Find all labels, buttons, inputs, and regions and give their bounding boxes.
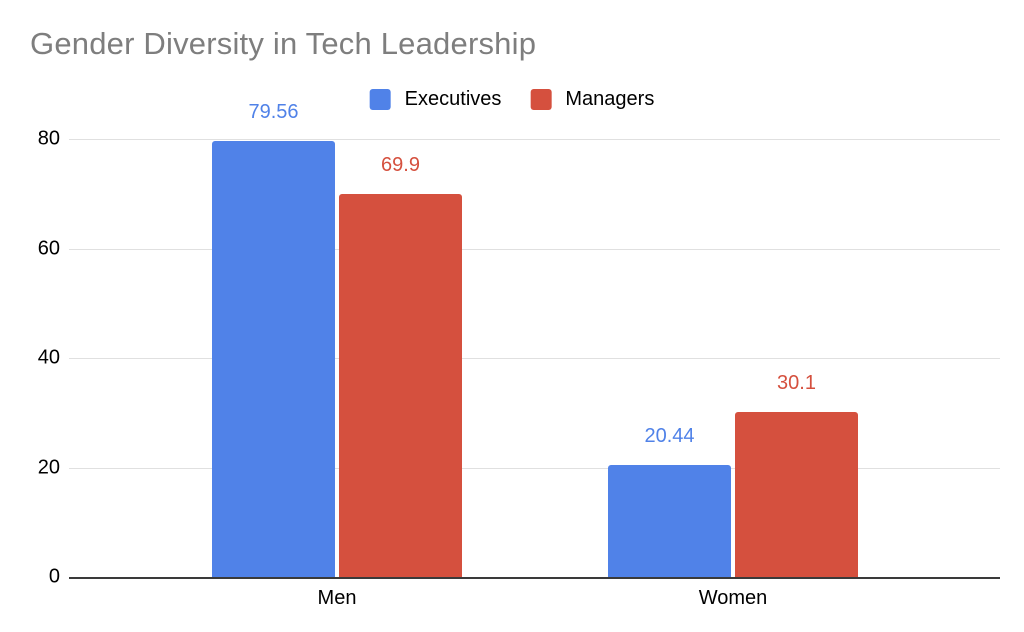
bar-group-women: 20.44 30.1	[608, 139, 858, 577]
gridline-40	[69, 358, 1000, 359]
plot-area: 80 60 40 20 0 79.56 69.9 20.44 30.1 Men …	[38, 101, 1000, 609]
y-axis-tick-20: 20	[37, 456, 60, 478]
legend-swatch-executives-icon	[369, 89, 391, 110]
chart-title: Gender Diversity in Tech Leadership	[30, 26, 537, 61]
bar-group-men: 79.56 69.9	[212, 101, 462, 577]
y-axis-tick-80: 80	[37, 127, 60, 150]
legend-label-managers: Managers	[565, 88, 655, 110]
y-axis-tick-60: 60	[37, 237, 60, 259]
y-axis-tick-0: 0	[48, 565, 60, 588]
bar-men-executives: 79.56	[212, 101, 335, 577]
gridline-20	[69, 467, 1000, 469]
x-axis-label-men: Men	[317, 587, 357, 609]
value-label-men-executives: 79.56	[248, 101, 299, 124]
legend-swatch-managers-icon	[530, 89, 552, 110]
x-axis-label-women: Women	[698, 587, 768, 609]
bar-women-managers: 30.1	[735, 372, 858, 577]
gridline-60	[69, 248, 1000, 250]
legend-item-executives: Executives	[369, 88, 502, 111]
y-axis-tick-40: 40	[37, 346, 60, 369]
legend-label-executives: Executives	[404, 88, 502, 110]
value-label-men-managers: 69.9	[381, 154, 420, 177]
legend-item-managers: Managers	[530, 88, 654, 111]
gridline-80	[69, 139, 1000, 140]
bar-men-managers: 69.9	[339, 154, 462, 577]
bar-women-executives: 20.44	[608, 425, 731, 577]
value-label-women-executives: 20.44	[644, 425, 695, 448]
value-label-women-managers: 30.1	[777, 372, 816, 395]
legend: Executives Managers	[369, 88, 654, 111]
